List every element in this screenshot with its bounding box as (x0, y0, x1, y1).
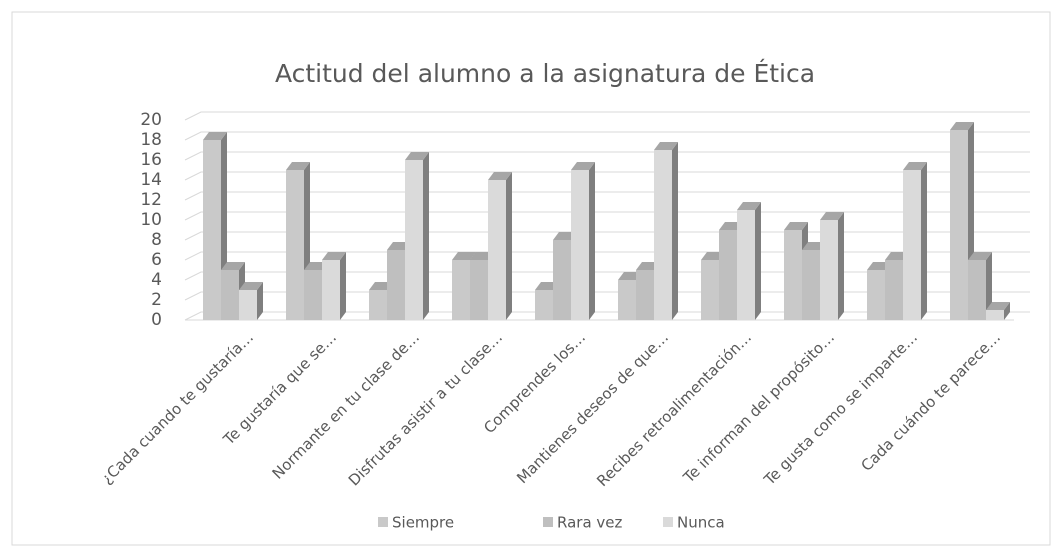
y-tick-label: 6 (151, 250, 162, 270)
chart-title: Actitud del alumno a la asignatura de Ét… (275, 59, 815, 88)
grid-line (184, 151, 1030, 161)
bar-top (968, 252, 992, 260)
y-tick-label: 4 (151, 270, 162, 290)
bar-top (903, 162, 927, 170)
bar-top (203, 132, 227, 140)
bar (571, 162, 595, 320)
bar-front (571, 170, 589, 320)
bar-top (820, 212, 844, 220)
bar-side (986, 252, 992, 320)
y-tick-label: 16 (140, 150, 162, 170)
bar (737, 202, 761, 320)
legend-swatch (663, 517, 673, 527)
bar-front (452, 260, 470, 320)
bar-top (221, 262, 245, 270)
bar-side (755, 202, 761, 320)
bar-side (921, 162, 927, 320)
bar-front (654, 150, 672, 320)
bar (654, 142, 678, 320)
y-tick-label: 20 (140, 110, 162, 130)
bar-top (488, 172, 512, 180)
bar-top (654, 142, 678, 150)
bar-side (340, 252, 346, 320)
bar-front (203, 140, 221, 320)
bar-top (737, 202, 761, 210)
y-tick-label: 14 (140, 170, 162, 190)
bar (784, 222, 808, 320)
bar-front (470, 260, 488, 320)
bar-front (737, 210, 755, 320)
bar-top (286, 162, 310, 170)
bar-top (239, 282, 263, 290)
bar-front (535, 290, 553, 320)
bar (820, 212, 844, 320)
bar (488, 172, 512, 320)
bar-top (784, 222, 808, 230)
bar-side (1004, 302, 1010, 320)
bar-front (387, 250, 405, 320)
bar (322, 252, 346, 320)
bar-top (986, 302, 1010, 310)
y-tick-label: 12 (140, 190, 162, 210)
legend-label: Rara vez (557, 514, 623, 532)
y-tick-label: 8 (151, 230, 162, 250)
bar-front (369, 290, 387, 320)
bar-front (950, 130, 968, 320)
bar-front (239, 290, 257, 320)
legend-label: Siempre (392, 514, 454, 532)
bar-top (571, 162, 595, 170)
bar-front (986, 310, 1004, 320)
bar-front (221, 270, 239, 320)
grid-line (184, 111, 1030, 121)
grid-line (184, 191, 1030, 201)
bar-front (903, 170, 921, 320)
bar (405, 152, 429, 320)
y-tick-label: 10 (140, 210, 162, 230)
legend-swatch (543, 517, 553, 527)
grid-line (184, 131, 1030, 141)
y-tick-label: 2 (151, 290, 162, 310)
y-tick-label: 18 (140, 130, 162, 150)
bar-top (452, 252, 476, 260)
bar-front (636, 270, 654, 320)
grid-line (184, 171, 1030, 181)
bar-front (802, 250, 820, 320)
bar-front (719, 230, 737, 320)
legend-swatch (378, 517, 388, 527)
bar-front (885, 260, 903, 320)
bar-front (553, 240, 571, 320)
bar-top (950, 122, 974, 130)
bar-front (867, 270, 885, 320)
bar-front (820, 220, 838, 320)
bar-front (968, 260, 986, 320)
bar-front (701, 260, 719, 320)
bar-top (322, 252, 346, 260)
bar (903, 162, 927, 320)
bar (968, 252, 992, 320)
legend-label: Nunca (677, 514, 725, 532)
bar-front (618, 280, 636, 320)
bar-side (506, 172, 512, 320)
bar-side (672, 142, 678, 320)
bar-front (322, 260, 340, 320)
bar-side (423, 152, 429, 320)
bar-front (488, 180, 506, 320)
bar-front (784, 230, 802, 320)
bar-front (286, 170, 304, 320)
bar (986, 302, 1010, 320)
bar-front (405, 160, 423, 320)
bar-top (405, 152, 429, 160)
bar-side (838, 212, 844, 320)
bar-side (257, 282, 263, 320)
bar-front (304, 270, 322, 320)
y-tick-label: 0 (151, 310, 162, 330)
bar-side (589, 162, 595, 320)
bar (239, 282, 263, 320)
